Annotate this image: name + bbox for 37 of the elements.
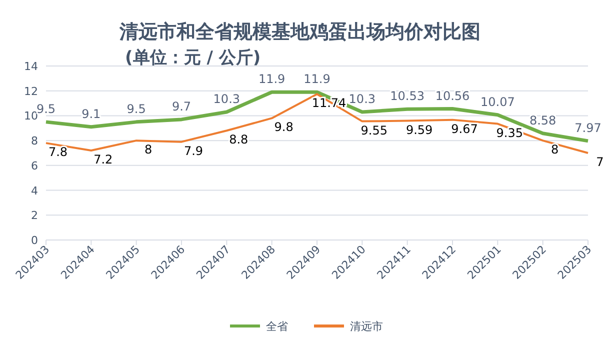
data-label: 7 <box>596 155 604 169</box>
y-tick-label: 8 <box>31 134 38 148</box>
data-label: 8.58 <box>529 113 556 128</box>
chart-title: 清远市和全省规模基地鸡蛋出场均价对比图 <box>118 21 480 43</box>
data-label: 8 <box>551 142 559 157</box>
data-label: 10.53 <box>390 89 425 104</box>
data-label: 9.5 <box>36 102 56 116</box>
data-label: 9.35 <box>496 126 524 140</box>
chart-subtitle: (单位：元 / 公斤) <box>125 48 261 68</box>
data-label: 7.97 <box>574 120 602 135</box>
data-label: 7.2 <box>94 152 113 167</box>
data-label: 7.8 <box>48 145 68 160</box>
data-label: 10.3 <box>213 92 240 106</box>
legend-label: 清远市 <box>350 320 383 333</box>
data-label: 9.8 <box>274 120 294 134</box>
data-label: 11.9 <box>258 72 286 86</box>
y-tick-label: 6 <box>31 159 38 172</box>
data-label: 8 <box>144 142 152 157</box>
data-label: 8.8 <box>229 132 248 147</box>
data-label: 9.67 <box>451 122 478 136</box>
y-tick-label: 4 <box>31 184 38 198</box>
data-label: 10.3 <box>348 92 376 106</box>
data-label: 7.9 <box>184 144 204 158</box>
legend-label: 全省 <box>266 320 288 333</box>
y-tick-label: 2 <box>31 209 38 222</box>
data-label: 10.07 <box>480 94 515 109</box>
data-label: 10.56 <box>435 88 470 103</box>
data-label: 9.1 <box>82 106 101 121</box>
data-label: 11.9 <box>304 72 330 86</box>
data-label: 9.55 <box>360 123 388 138</box>
data-label: 9.59 <box>406 122 433 137</box>
data-label: 9.7 <box>172 99 192 114</box>
y-tick-label: 12 <box>24 84 38 98</box>
y-tick-label: 0 <box>31 234 38 247</box>
y-tick-label: 14 <box>24 60 38 73</box>
y-tick-label: 10 <box>24 110 38 123</box>
data-label: 9.5 <box>126 102 146 116</box>
